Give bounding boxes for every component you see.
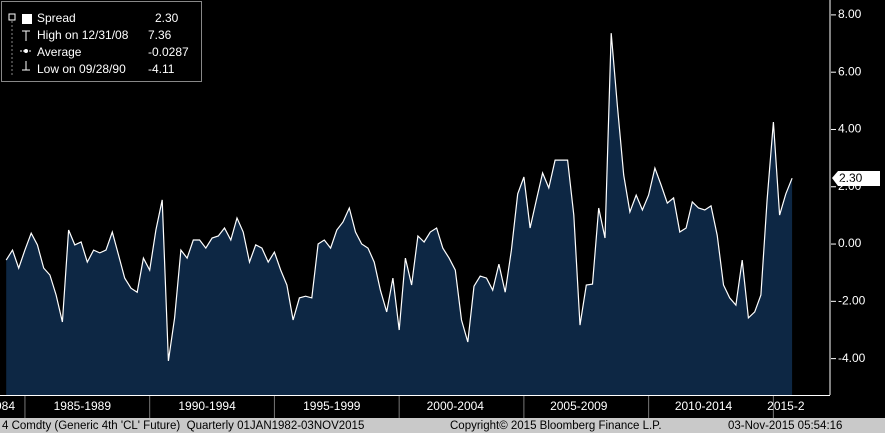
legend-name: Spread (37, 11, 76, 25)
x-tick-label: 2000-2004 (427, 399, 485, 413)
legend-average-dot (24, 49, 28, 53)
footer-text: 03-Nov-2015 05:54:16 (728, 420, 842, 432)
x-tick-label: 2015-2 (767, 399, 805, 413)
legend-swatch (22, 14, 32, 24)
plot-area (5, 33, 793, 395)
legend-stat-value: -4.11 (148, 62, 175, 76)
y-tick-label: 0.00 (838, 236, 862, 250)
legend-high-icon (22, 30, 30, 41)
x-tick-label: 2005-2009 (550, 399, 608, 413)
y-tick-label: -4.00 (838, 351, 866, 365)
legend-stat-value: -0.0287 (148, 45, 189, 59)
y-tick-label: 8.00 (838, 7, 862, 21)
last-value-box (832, 171, 880, 186)
legend-stat-value: 7.36 (148, 28, 172, 42)
y-tick-label: 2.00 (838, 179, 862, 193)
legend-stat-label: Average (37, 45, 82, 59)
y-tick-label: 4.00 (838, 122, 862, 136)
x-tick-label: 1990-1994 (178, 399, 236, 413)
x-tick-label: 2010-2014 (675, 399, 733, 413)
y-tick-label: 6.00 (838, 64, 862, 78)
legend-stat-label: Low on 09/28/90 (37, 62, 126, 76)
last-value-label: 2.30 (839, 171, 863, 185)
legend-low-icon (22, 61, 30, 71)
last-value-flag: 2.30 (832, 171, 880, 186)
legend-box (1, 1, 202, 82)
footer-bar (0, 418, 885, 433)
footer-text: 4 Comdty (Generic 4th 'CL' Future) Quart… (2, 420, 364, 432)
legend: Spread 2.30 High on 12/31/08 7.36 Average -… (1, 1, 202, 82)
footer-text: Copyright© 2015 Bloomberg Finance L.P. (450, 420, 662, 432)
x-tick-label: 984 (0, 399, 15, 413)
legend-stat-label: High on 12/31/08 (37, 28, 129, 42)
x-tick-label: 1985-1989 (54, 399, 112, 413)
y-tick-label: -2.00 (838, 294, 866, 308)
series-line (5, 33, 793, 361)
x-tick-label: 1995-1999 (303, 399, 361, 413)
legend-toggle (8, 13, 16, 21)
legend-value: 2.30 (155, 11, 179, 25)
area-fill (6, 33, 793, 395)
